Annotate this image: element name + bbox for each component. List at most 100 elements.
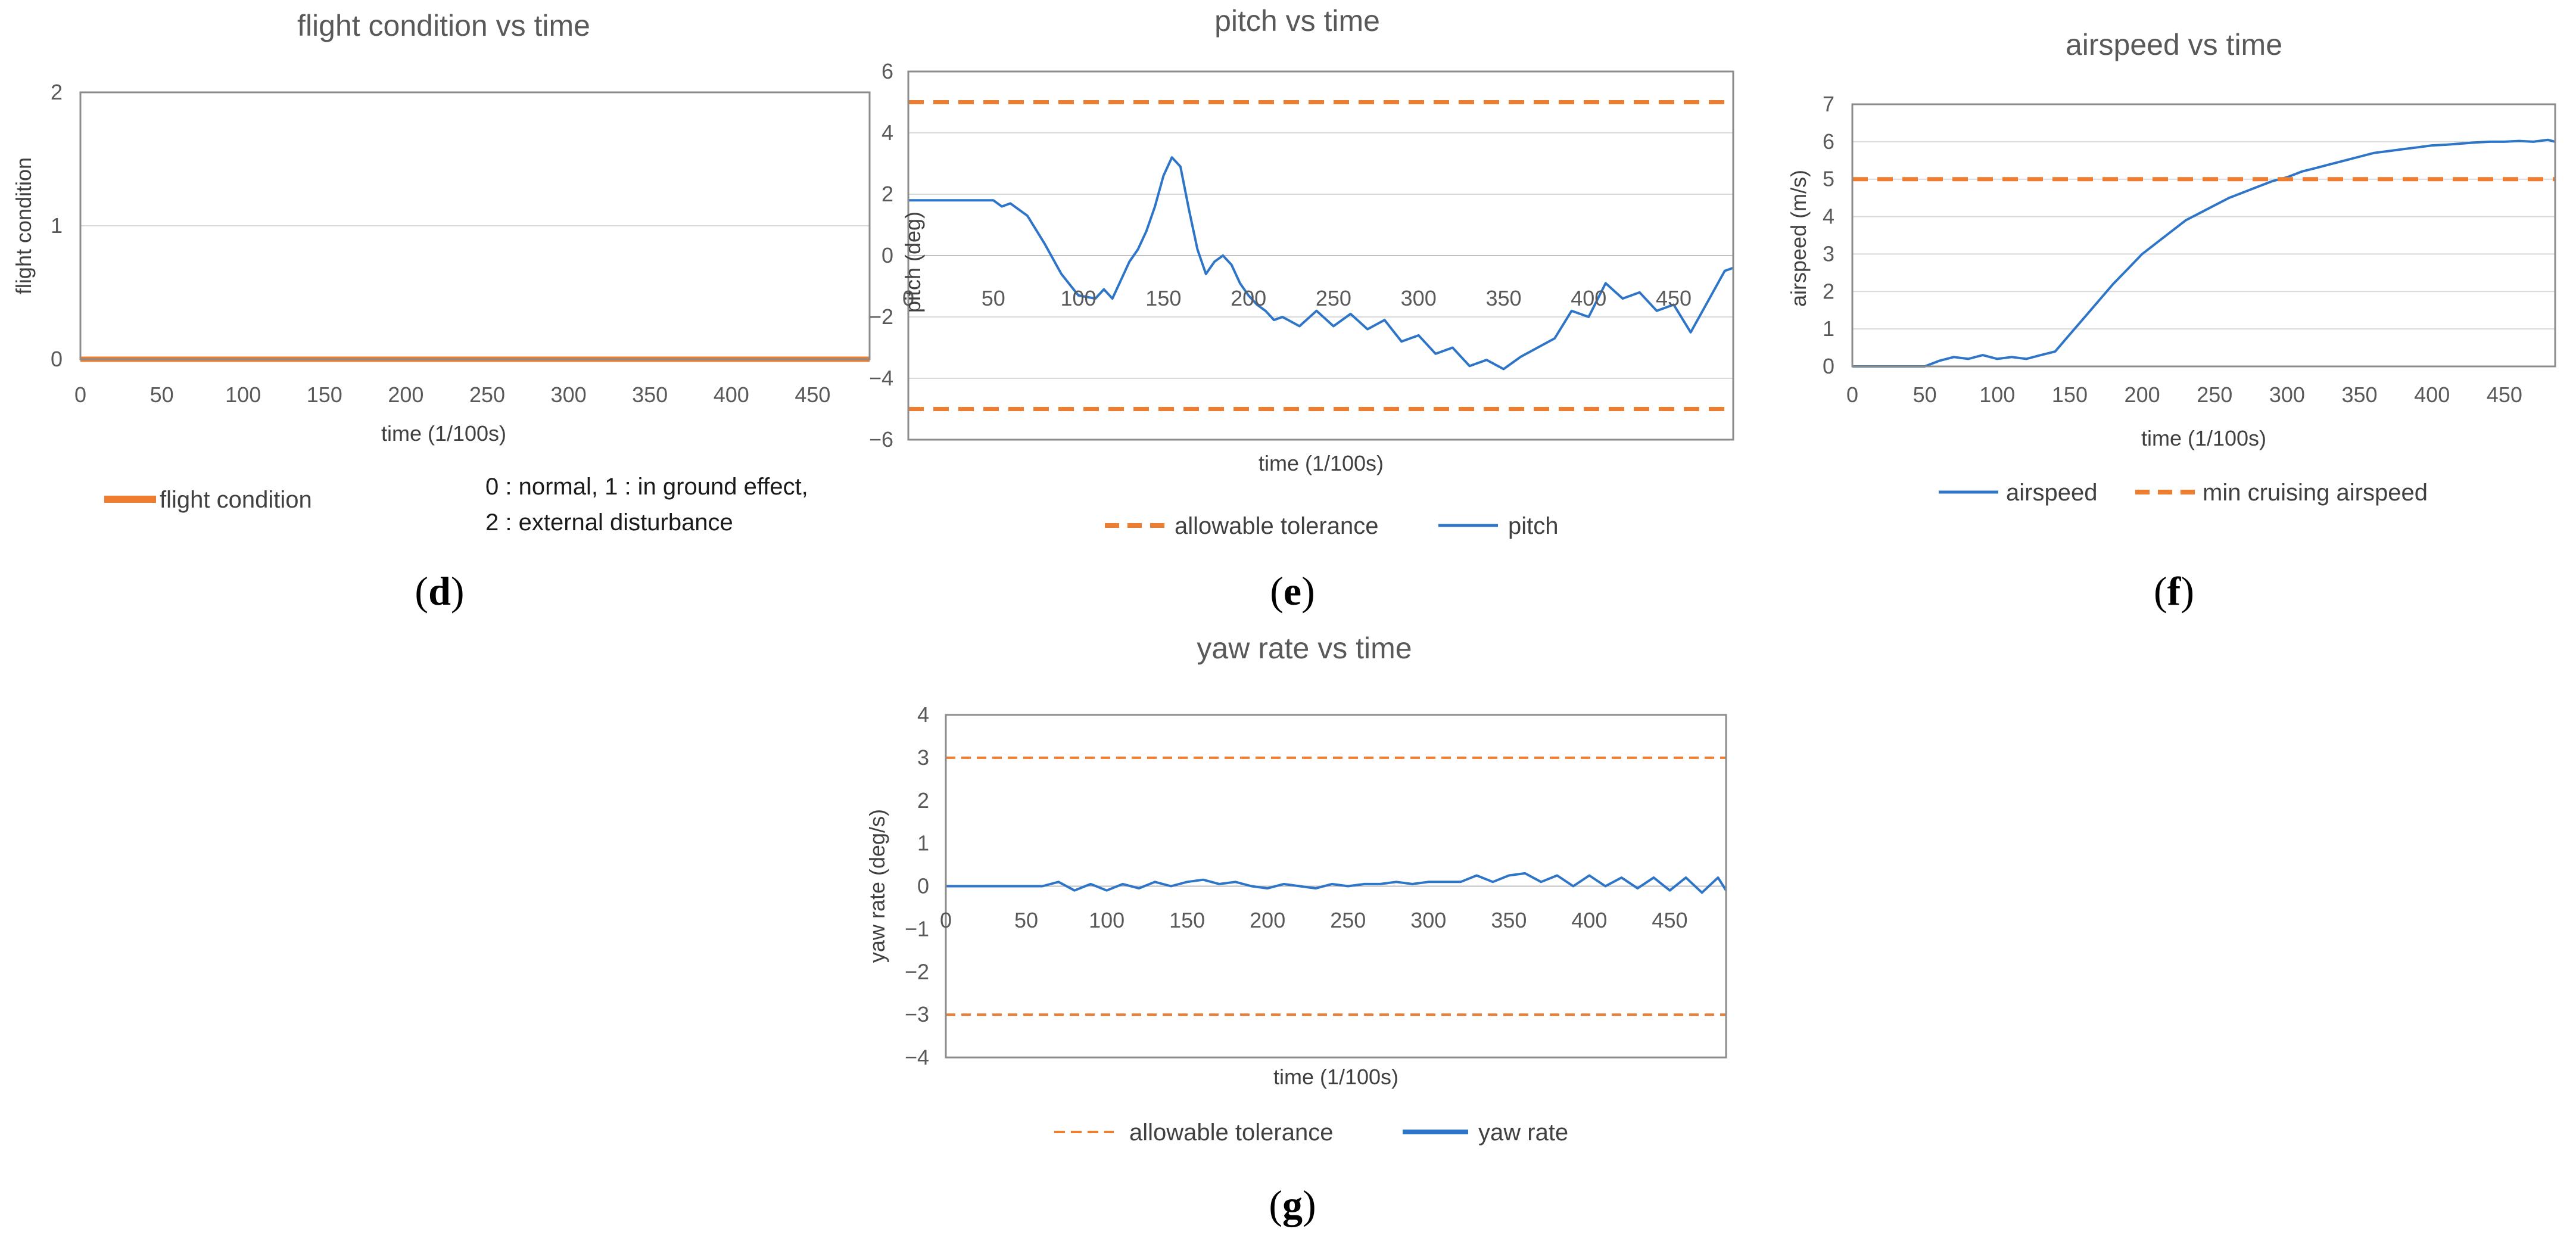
y-axis-label-g: yaw rate (deg/s) [865, 809, 889, 963]
x-axis-label-e: time (1/100s) [1259, 451, 1384, 475]
x-tick-label-e-0: 0 [902, 286, 914, 310]
x-tick-label-f-1: 50 [1913, 382, 1937, 407]
chart-title-d: flight condition vs time [297, 9, 590, 42]
x-axis-label-g: time (1/100s) [1273, 1065, 1398, 1089]
y-tick-label-f-2: 2 [1823, 279, 1834, 303]
x-tick-label-f-0: 0 [1846, 382, 1858, 407]
x-tick-label-g-0: 0 [940, 908, 952, 932]
x-tick-label-f-2: 100 [1979, 382, 2015, 407]
legend-label-allowable-tolerance-e: allowable tolerance [1175, 513, 1378, 539]
y-tick-label-e-6: 6 [881, 59, 893, 83]
x-tick-label-d-3: 150 [307, 382, 342, 407]
grid-f [1852, 141, 2555, 330]
x-tick-label-d-4: 200 [388, 382, 423, 407]
legend-label-pitch: pitch [1508, 513, 1559, 539]
x-tick-label-d-2: 100 [225, 382, 261, 407]
y-tick-label-f-3: 3 [1823, 241, 1834, 266]
x-tick-label-g-4: 200 [1250, 908, 1285, 932]
x-tick-label-e-2: 100 [1061, 286, 1097, 310]
y-tick-label-e-0: −6 [869, 427, 893, 452]
y-ticks-g: −4 −3 −2 −1 0 1 2 3 4 [905, 702, 929, 1069]
legend-label-flight-condition: flight condition [160, 487, 312, 513]
y-axis-label-d: flight condition [11, 157, 36, 294]
legend-label-yaw-rate: yaw rate [1478, 1119, 1568, 1146]
x-tick-label-g-3: 150 [1169, 908, 1205, 932]
x-tick-label-e-1: 50 [982, 286, 1005, 310]
y-axis-label-e: pitch (deg) [901, 211, 925, 313]
x-tick-label-e-3: 150 [1145, 286, 1181, 310]
series-line-f-0 [1852, 138, 2556, 368]
caption-e: (e) [1270, 568, 1315, 614]
x-tick-label-e-5: 250 [1316, 286, 1351, 310]
legend-d: flight condition [104, 487, 312, 513]
x-tick-label-g-9: 450 [1652, 908, 1687, 932]
chart-title-e: pitch vs time [1214, 4, 1380, 38]
legend-f: airspeed min cruising airspeed [1939, 480, 2428, 506]
plot-frame-g [945, 714, 1727, 1059]
x-tick-label-d-1: 50 [150, 382, 174, 407]
x-tick-label-f-8: 400 [2414, 382, 2450, 407]
y-tick-label-f-0: 0 [1823, 354, 1834, 378]
chart-panel-g: yaw rate vs time −4 −3 −2 −1 0 1 2 3 4 0 50 100 150… [865, 632, 1727, 1227]
x-tick-label-e-8: 400 [1571, 286, 1606, 310]
y-ticks-f: 0 1 2 3 4 5 6 7 [1823, 92, 1834, 378]
x-tick-label-f-4: 200 [2125, 382, 2160, 407]
x-ticks-e: 0 50 100 150 200 250 300 350 400 450 [902, 286, 1692, 310]
y-tick-label-f-6: 6 [1823, 129, 1834, 154]
caption-f: (f) [2154, 568, 2194, 614]
y-tick-label-d-0: 0 [51, 347, 63, 371]
legend-e: allowable tolerance pitch [1105, 513, 1559, 539]
y-tick-label-e-4: 2 [881, 182, 893, 206]
y-tick-label-g-7: 3 [917, 745, 929, 770]
x-tick-label-f-9: 450 [2487, 382, 2522, 407]
y-tick-label-g-0: −4 [905, 1045, 929, 1069]
plot-g [946, 756, 1727, 1016]
x-tick-label-d-5: 250 [469, 382, 505, 407]
y-tick-label-g-4: 0 [917, 874, 929, 898]
y-tick-label-e-2: −2 [869, 304, 893, 329]
plot-frame-e [907, 70, 1734, 441]
y-tick-label-f-7: 7 [1823, 92, 1834, 116]
x-axis-label-d: time (1/100s) [381, 421, 506, 446]
y-axis-label-f: airspeed (m/s) [1786, 170, 1811, 307]
y-tick-label-g-3: −1 [905, 916, 929, 941]
x-tick-label-g-8: 400 [1571, 908, 1607, 932]
plot-frame-d [79, 91, 871, 360]
y-tick-label-f-5: 5 [1823, 167, 1834, 191]
x-tick-label-g-6: 300 [1410, 908, 1446, 932]
caption-letter-f: f [2167, 568, 2182, 614]
x-tick-label-d-6: 300 [551, 382, 587, 407]
plot-e [908, 100, 1734, 411]
x-tick-label-f-6: 300 [2269, 382, 2305, 407]
plot-f [1852, 138, 2556, 368]
series-line-g-2 [946, 872, 1727, 894]
note-line-1: 0 : normal, 1 : in ground effect, [485, 474, 808, 500]
y-tick-label-g-6: 2 [917, 788, 929, 813]
legend-label-min-cruising-airspeed: min cruising airspeed [2203, 480, 2428, 506]
chart-panel-f: airspeed vs time 0 1 2 3 4 5 6 7 0 50 100 150 200 25… [1786, 28, 2556, 614]
x-tick-label-e-4: 200 [1231, 286, 1266, 310]
y-tick-label-d-1: 1 [51, 213, 63, 238]
legend-label-allowable-tolerance-g: allowable tolerance [1129, 1119, 1333, 1146]
caption-g: (g) [1269, 1182, 1316, 1227]
x-tick-label-e-6: 300 [1401, 286, 1437, 310]
y-tick-label-g-8: 4 [917, 702, 929, 727]
x-ticks-f: 0 50 100 150 200 250 300 350 400 450 [1846, 382, 2522, 407]
note-line-2: 2 : external disturbance [485, 509, 733, 536]
series-line-e-2 [908, 156, 1734, 371]
chart-title-f: airspeed vs time [2066, 28, 2282, 61]
chart-panel-e: pitch vs time −6 −4 −2 0 2 4 6 0 50 100 150 200 250… [869, 4, 1734, 614]
x-tick-label-d-9: 450 [795, 382, 830, 407]
x-ticks-g: 0 50 100 150 200 250 300 350 400 450 [940, 908, 1688, 932]
caption-d: (d) [415, 568, 464, 614]
grid-e [908, 132, 1733, 379]
y-tick-label-f-4: 4 [1823, 204, 1834, 229]
x-tick-label-e-9: 450 [1656, 286, 1692, 310]
caption-letter-g: g [1282, 1182, 1303, 1227]
y-tick-label-f-1: 1 [1823, 316, 1834, 341]
x-tick-label-g-2: 100 [1089, 908, 1125, 932]
x-tick-label-d-0: 0 [74, 382, 86, 407]
y-tick-label-e-3: 0 [881, 243, 893, 267]
x-tick-label-f-7: 350 [2342, 382, 2378, 407]
x-axis-label-f: time (1/100s) [2141, 426, 2266, 450]
